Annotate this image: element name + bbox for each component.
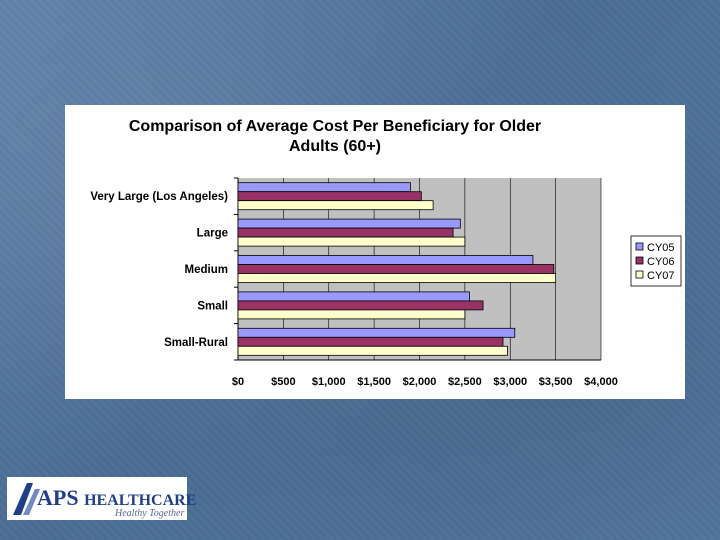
x-tick-label: $2,000 [403,376,437,388]
x-tick-label: $4,000 [584,376,618,388]
logo-main-text: APS [37,485,79,510]
bar-cy06 [237,227,454,238]
logo-rest-text: HEALTHCARE [84,492,197,509]
x-tick-label: $500 [271,376,295,388]
logo-tagline: Healthy Together [115,508,185,519]
legend-label: CY07 [647,270,675,282]
x-tick-label: $1,000 [312,376,346,388]
bar-cy07 [237,236,466,247]
x-tick-label: $0 [232,376,244,388]
bar-cy05 [237,255,534,265]
x-tick-label: $3,000 [493,376,527,388]
category-label: Very Large (Los Angeles) [90,191,228,203]
bar-cy06 [237,191,422,202]
logo-wordmark: APS HEALTHCARE [37,485,196,511]
aps-healthcare-logo: APS HEALTHCARE Healthy Together [7,477,196,520]
legend-swatch [635,242,644,251]
bar-cy07 [237,273,557,283]
category-label: Medium [185,264,228,276]
bar-cy06 [237,264,555,274]
bar-cy05 [237,218,461,229]
bar-cy05 [237,327,516,338]
chart-title-line-2: Adults (60+) [288,138,381,155]
legend-label: CY06 [647,256,675,268]
logo-swoosh-icon [13,483,40,515]
bar-chart: $0 $500 $1,000 $1,500 $2,000 $2,500 $3,000 $3,5… [90,177,682,388]
legend-label: CY05 [647,242,675,254]
x-tick-label: $1,500 [357,376,391,388]
bar-cy06 [237,336,504,347]
chart-title-line-1: Comparison of Average Cost Per Beneficia… [128,118,542,135]
bar-cy05 [237,291,470,302]
bar-cy07 [237,309,466,320]
chart-title: Comparison of Average Cost Per Beneficia… [65,117,605,157]
category-label: Small-Rural [164,337,228,349]
bar-cy07 [237,200,434,211]
chart-panel: Comparison of Average Cost Per Beneficia… [65,105,685,399]
legend-swatch [635,256,644,265]
x-tick-label: $3,500 [539,376,573,388]
bar-cy07 [237,345,508,356]
x-tick-label: $2,500 [448,376,482,388]
legend-swatch [635,270,644,279]
bar-cy05 [237,182,411,193]
bar-cy06 [237,300,484,311]
category-label: Large [197,228,228,240]
category-label: Small [197,300,228,312]
